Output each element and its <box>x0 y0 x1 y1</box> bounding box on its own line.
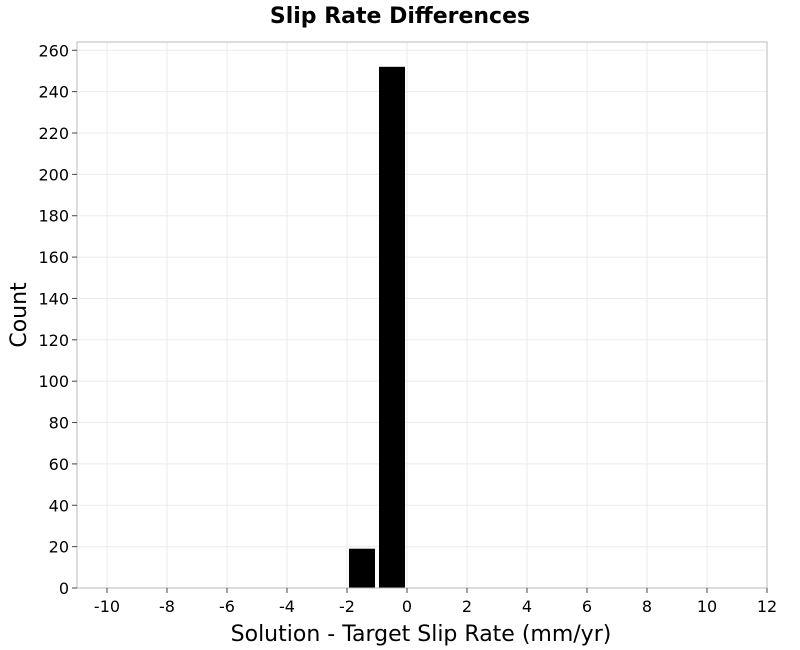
y-tick-label: 220 <box>38 124 69 143</box>
histogram-bar <box>379 66 405 589</box>
y-tick-label: 80 <box>49 414 69 433</box>
x-tick-label: -10 <box>94 597 120 616</box>
x-tick-label: -6 <box>219 597 235 616</box>
y-tick-label: 260 <box>38 41 69 60</box>
y-tick-label: 240 <box>38 83 69 102</box>
bars <box>349 66 405 589</box>
y-axis-ticks: 0 20 40 60 80 100 120 140 160 180 200 220 240 260 <box>38 41 77 598</box>
x-axis-label: Solution - Target Slip Rate (mm/yr) <box>231 622 612 647</box>
x-tick-label: 4 <box>522 597 532 616</box>
y-tick-label: 60 <box>49 455 69 474</box>
x-tick-label: -2 <box>339 597 355 616</box>
x-tick-label: 0 <box>402 597 412 616</box>
y-tick-label: 0 <box>59 579 69 598</box>
x-tick-label: -4 <box>279 597 295 616</box>
x-axis-ticks: -10 -8 -6 -4 -2 0 2 4 6 8 10 12 <box>94 588 777 616</box>
y-tick-label: 140 <box>38 289 69 308</box>
histogram-bar <box>349 548 375 588</box>
grid <box>77 42 768 589</box>
y-tick-label: 200 <box>38 165 69 184</box>
x-tick-label: 2 <box>462 597 472 616</box>
x-tick-label: -8 <box>159 597 175 616</box>
y-tick-label: 120 <box>38 331 69 350</box>
x-tick-label: 12 <box>757 597 777 616</box>
x-tick-label: 6 <box>582 597 592 616</box>
y-tick-label: 40 <box>49 496 69 515</box>
y-axis-label: Count <box>7 282 32 348</box>
y-tick-label: 20 <box>49 538 69 557</box>
x-tick-label: 8 <box>642 597 652 616</box>
y-tick-label: 100 <box>38 372 69 391</box>
y-tick-label: 180 <box>38 207 69 226</box>
plot-frame <box>76 41 768 589</box>
chart-title: Slip Rate Differences <box>270 4 530 29</box>
y-tick-label: 160 <box>38 248 69 267</box>
x-tick-label: 10 <box>697 597 717 616</box>
